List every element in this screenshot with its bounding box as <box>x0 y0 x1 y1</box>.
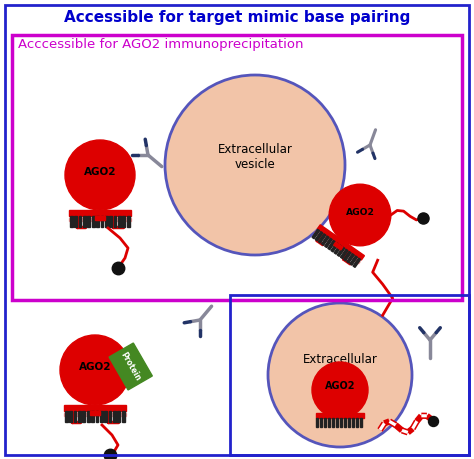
Polygon shape <box>344 252 351 261</box>
Polygon shape <box>315 232 323 241</box>
Polygon shape <box>353 258 361 268</box>
Bar <box>316 413 364 418</box>
Polygon shape <box>100 216 103 227</box>
Bar <box>356 418 358 427</box>
Polygon shape <box>92 216 94 227</box>
Polygon shape <box>96 216 99 227</box>
Polygon shape <box>100 411 103 422</box>
Polygon shape <box>87 216 90 227</box>
Polygon shape <box>95 216 105 220</box>
Polygon shape <box>319 234 326 243</box>
Bar <box>230 295 469 455</box>
Polygon shape <box>104 411 107 422</box>
Polygon shape <box>328 241 335 250</box>
Text: Extracellular
vesicle: Extracellular vesicle <box>302 353 377 381</box>
Bar <box>316 418 319 427</box>
Polygon shape <box>82 411 85 422</box>
Bar <box>336 418 338 427</box>
Polygon shape <box>87 411 90 422</box>
Bar <box>352 418 355 427</box>
Polygon shape <box>122 411 125 422</box>
Text: Protein: Protein <box>119 351 143 382</box>
Polygon shape <box>312 230 319 239</box>
Polygon shape <box>315 231 360 264</box>
Polygon shape <box>331 243 338 252</box>
Polygon shape <box>340 249 348 258</box>
Bar <box>340 418 343 427</box>
Polygon shape <box>64 413 126 416</box>
Circle shape <box>60 335 130 405</box>
Polygon shape <box>334 245 342 254</box>
Polygon shape <box>321 236 329 245</box>
Polygon shape <box>109 343 152 390</box>
Circle shape <box>329 184 391 246</box>
Polygon shape <box>83 216 86 227</box>
Circle shape <box>165 75 345 255</box>
Text: Extracellular
vesicle: Extracellular vesicle <box>218 143 292 171</box>
Polygon shape <box>70 216 73 227</box>
Bar <box>344 418 346 427</box>
Text: AGO2: AGO2 <box>84 167 116 177</box>
Bar <box>320 418 322 427</box>
Polygon shape <box>79 216 82 227</box>
Text: Accessible for target mimic base pairing: Accessible for target mimic base pairing <box>64 10 410 25</box>
Polygon shape <box>69 411 72 422</box>
Polygon shape <box>105 216 108 227</box>
Polygon shape <box>96 411 98 422</box>
Polygon shape <box>347 254 354 263</box>
Text: AGO2: AGO2 <box>325 381 355 391</box>
Polygon shape <box>122 216 125 227</box>
Text: Acccessible for AGO2 immunoprecipitation: Acccessible for AGO2 immunoprecipitation <box>18 38 303 51</box>
Polygon shape <box>127 216 129 227</box>
Polygon shape <box>91 411 94 422</box>
Circle shape <box>65 140 135 210</box>
Polygon shape <box>325 238 332 247</box>
Text: AGO2: AGO2 <box>79 362 111 372</box>
Polygon shape <box>74 216 77 227</box>
Polygon shape <box>113 411 116 422</box>
Bar <box>360 418 363 427</box>
Polygon shape <box>118 216 121 227</box>
Bar <box>324 418 327 427</box>
Polygon shape <box>69 218 131 221</box>
Polygon shape <box>65 411 68 422</box>
Circle shape <box>312 362 368 418</box>
Polygon shape <box>317 225 365 260</box>
Polygon shape <box>337 247 345 256</box>
Polygon shape <box>350 256 357 265</box>
Polygon shape <box>109 411 111 422</box>
Polygon shape <box>69 210 131 216</box>
Polygon shape <box>109 216 112 227</box>
Polygon shape <box>90 411 100 415</box>
Bar <box>12 35 462 300</box>
Polygon shape <box>114 216 117 227</box>
Polygon shape <box>334 242 343 250</box>
Bar <box>328 418 330 427</box>
Polygon shape <box>73 411 76 422</box>
Polygon shape <box>64 405 126 411</box>
Bar <box>348 418 350 427</box>
Text: AGO2: AGO2 <box>346 208 374 217</box>
Bar <box>332 418 335 427</box>
Circle shape <box>268 303 412 447</box>
Polygon shape <box>78 411 81 422</box>
Polygon shape <box>118 411 120 422</box>
